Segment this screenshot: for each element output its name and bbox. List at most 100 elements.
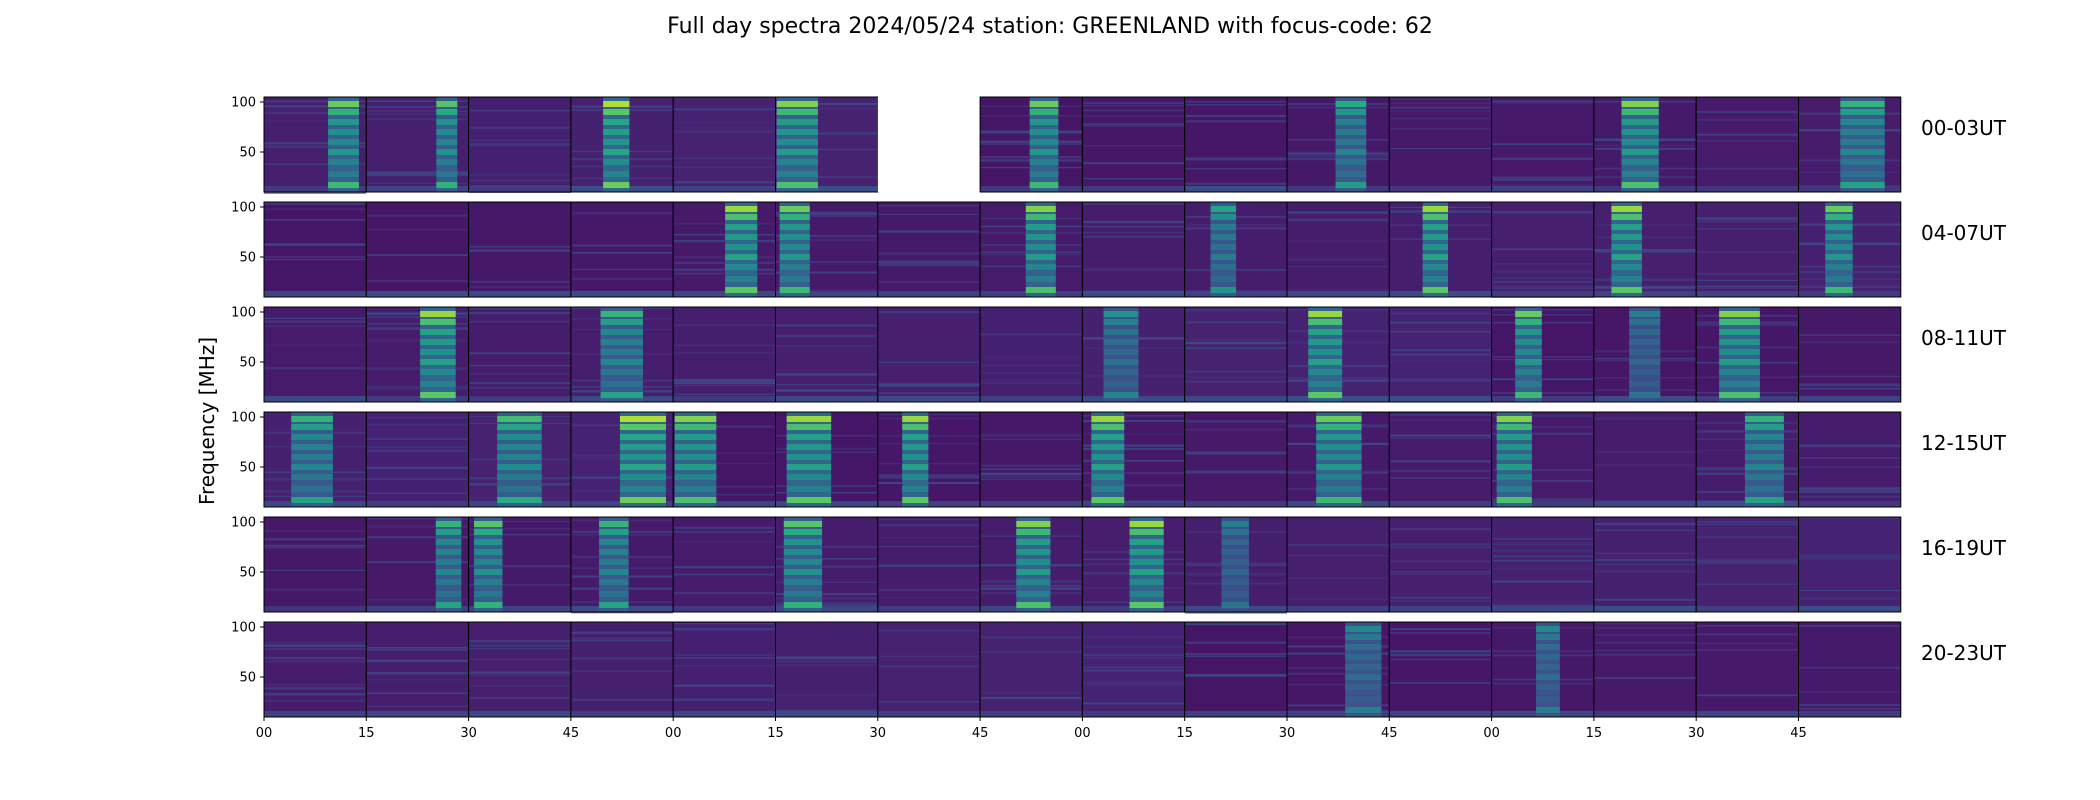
burst-band (1825, 234, 1853, 240)
burst-band (603, 149, 630, 155)
rfi-line (1287, 258, 1390, 261)
burst-band (599, 579, 629, 585)
panel-background (1389, 517, 1492, 612)
rfi-line (264, 699, 367, 703)
rfi-line (673, 462, 776, 464)
x-tick-label: 45 (972, 726, 989, 741)
noise-band (1389, 186, 1492, 192)
burst-band (1629, 359, 1661, 365)
burst-band (1308, 319, 1343, 325)
rfi-line (1491, 391, 1594, 395)
noise-band (264, 291, 367, 297)
noise-band (1491, 186, 1594, 192)
rfi-line (1696, 251, 1799, 254)
burst-band (1345, 707, 1382, 713)
spectrum-panel (1081, 96, 1186, 193)
burst-band (1316, 474, 1362, 480)
rfi-line (1491, 143, 1594, 146)
rfi-line (1491, 287, 1594, 289)
burst-band (1825, 244, 1853, 250)
rfi-line (1184, 673, 1287, 677)
spectrum-panel (570, 96, 674, 193)
burst-band (1103, 381, 1139, 387)
spectrum-panel (468, 621, 572, 718)
row-label: 08-11UT (1921, 326, 2007, 350)
burst-band (1335, 129, 1367, 135)
noise-band (1287, 291, 1390, 297)
burst-band (436, 129, 458, 135)
rfi-line (1491, 378, 1594, 381)
burst-band (1129, 559, 1164, 565)
rfi-line (1082, 125, 1185, 127)
noise-band (1593, 501, 1697, 507)
rfi-line (1696, 560, 1799, 562)
rfi-line (673, 530, 776, 533)
rfi-line (877, 262, 981, 265)
burst-band (674, 474, 717, 480)
rfi-line (1696, 694, 1799, 697)
rfi-line (1082, 235, 1185, 238)
rfi-line (980, 692, 1083, 695)
rfi-line (366, 518, 469, 520)
rfi-line (775, 211, 878, 214)
burst-band (435, 579, 462, 585)
noise-band (1082, 501, 1185, 507)
burst-band (674, 497, 717, 503)
rfi-line (673, 108, 776, 111)
rfi-line (264, 208, 367, 210)
burst-band (1515, 319, 1542, 325)
rfi-line (1593, 570, 1697, 573)
x-tick-label: 15 (1586, 726, 1603, 741)
rfi-line (877, 596, 981, 599)
rfi-line (1389, 596, 1492, 599)
burst-band (674, 444, 717, 450)
rfi-line (1389, 651, 1492, 653)
panel-background (1491, 307, 1594, 402)
spectrum-panel (672, 411, 777, 508)
noise-band (1491, 396, 1594, 402)
rfi-line (1184, 182, 1287, 185)
rfi-line (1593, 677, 1697, 680)
noise-band (468, 606, 571, 612)
rfi-line (980, 434, 1083, 436)
spectrum-panel (775, 411, 879, 508)
burst-band (1621, 101, 1659, 107)
noise-band (673, 711, 776, 717)
rfi-line (1389, 321, 1492, 324)
rfi-line (366, 679, 469, 681)
burst-band (674, 464, 717, 470)
rfi-line (1491, 359, 1594, 361)
rfi-line (673, 623, 776, 625)
burst-band (599, 549, 629, 555)
rfi-line (775, 335, 878, 337)
spectrum-panel (979, 306, 1083, 403)
burst-band (1611, 206, 1642, 212)
burst-band (1221, 539, 1249, 545)
rfi-line (366, 214, 469, 217)
rfi-line (775, 390, 878, 393)
rfi-line (1798, 557, 1901, 560)
rfi-line (673, 181, 776, 184)
burst-band (1016, 559, 1051, 565)
rfi-line (1798, 589, 1901, 592)
spectrum-panel (672, 201, 777, 298)
rfi-line (1389, 528, 1492, 531)
burst-band (1210, 276, 1237, 282)
burst-band (674, 434, 717, 440)
noise-band (264, 606, 367, 612)
rfi-line (673, 425, 776, 428)
rfi-line (877, 537, 981, 539)
spectrum-panel (1388, 96, 1493, 193)
noise-band (877, 291, 981, 297)
x-tick-label: 30 (1279, 726, 1296, 741)
panel-background (877, 307, 981, 402)
rfi-line (570, 268, 674, 271)
burst-band (779, 206, 810, 212)
burst-band (603, 182, 630, 188)
rfi-line (1082, 203, 1185, 205)
burst-band (1029, 182, 1059, 188)
spectrum-panel (1593, 621, 1697, 718)
rfi-line (1082, 145, 1185, 147)
x-tick-label: 00 (256, 726, 273, 741)
rfi-line (570, 698, 674, 701)
